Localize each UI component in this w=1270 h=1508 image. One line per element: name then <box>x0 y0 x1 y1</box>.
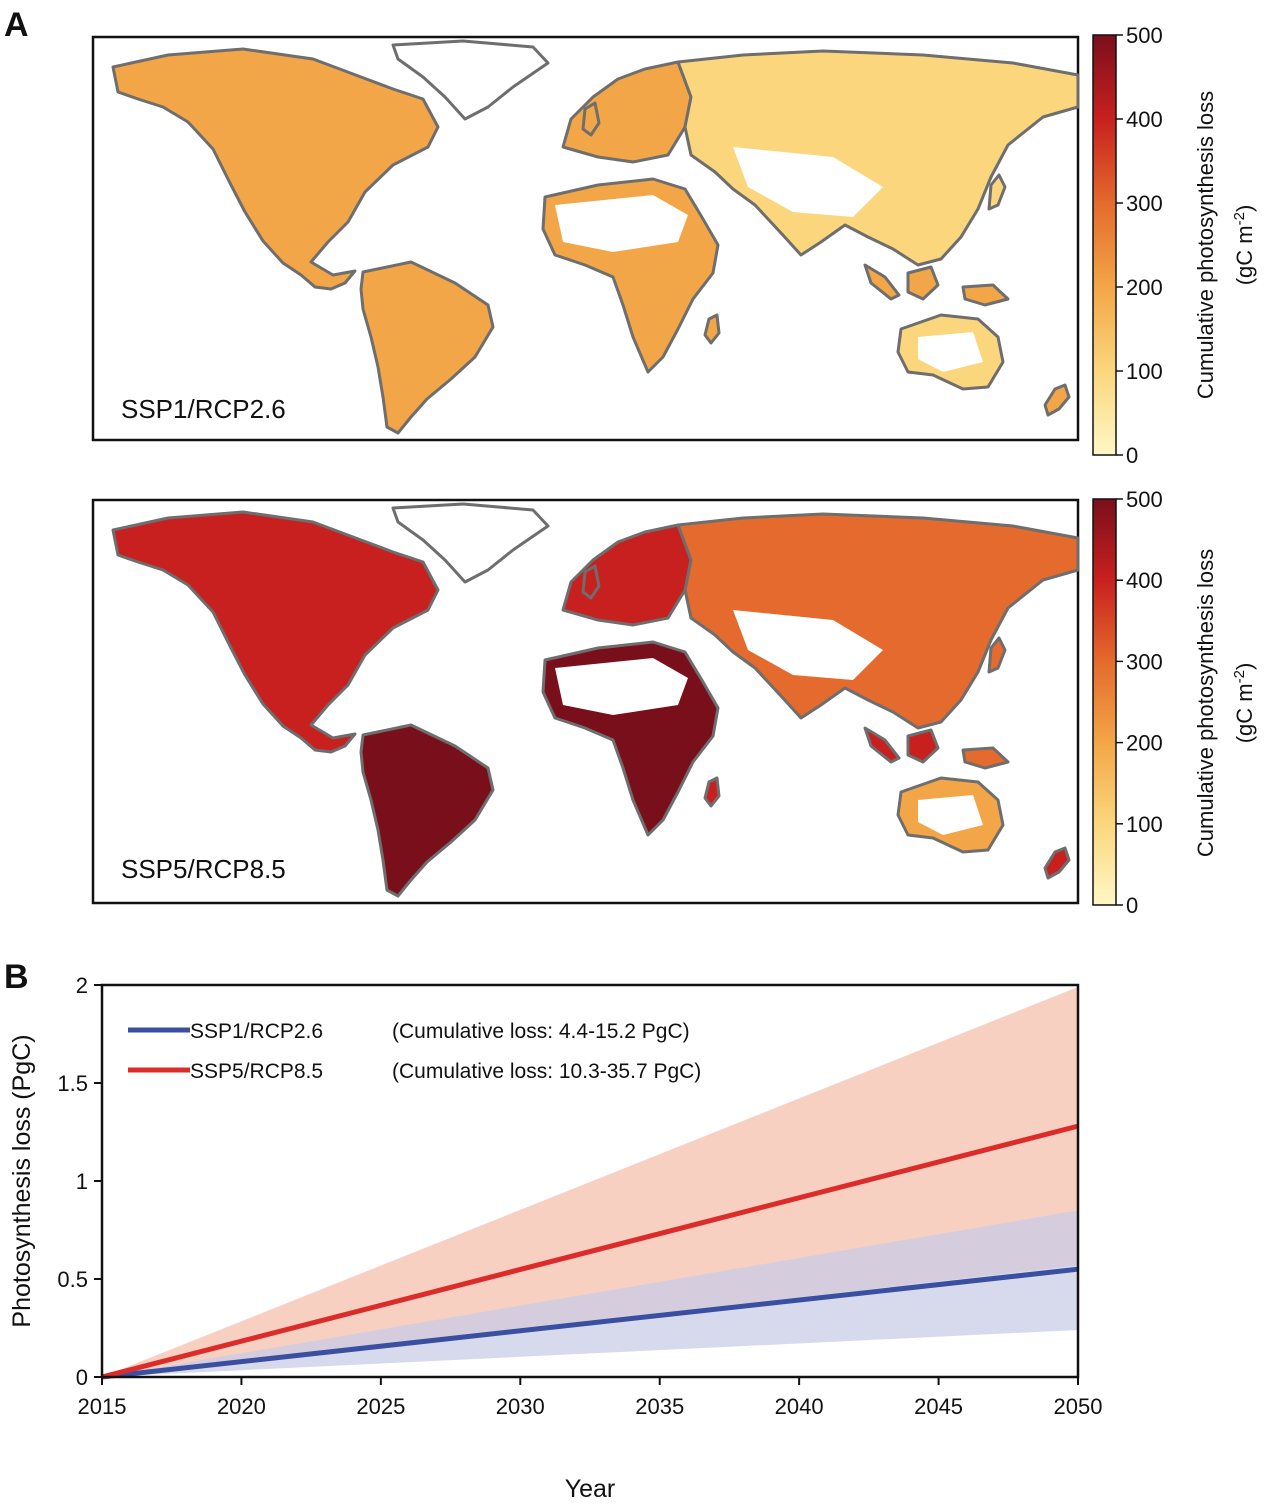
map-ssp1: SSP1/RCP2.6 <box>91 35 1080 442</box>
barren-region <box>733 147 883 217</box>
x-axis-ticks: 2015 2020 2025 2030 2035 2040 2045 2050 <box>78 1377 1103 1419</box>
panel-b-letter: B <box>4 958 29 996</box>
colorbar-tick-label: 500 <box>1126 23 1163 48</box>
uncertainty-bands <box>102 986 1078 1377</box>
series-lines <box>101 1123 1079 1380</box>
colorbar-bar <box>1092 34 1117 456</box>
scenario-label-ssp5: SSP5/RCP8.5 <box>121 854 286 884</box>
colorbar-tick-label: 0 <box>1126 443 1138 468</box>
land-asia <box>676 512 1080 730</box>
colorbar-tick-label: 500 <box>1126 487 1163 512</box>
x-tick-label: 2045 <box>914 1394 963 1419</box>
land-new-zealand <box>1043 846 1071 880</box>
barren-region <box>918 332 983 372</box>
colorbar-tick-label: 300 <box>1126 191 1163 216</box>
land-borneo <box>906 265 940 301</box>
y-tick-label: 1.5 <box>57 1071 88 1096</box>
land-greenland <box>391 39 550 121</box>
map-ssp1-fill <box>111 39 1080 435</box>
legend-annotation: (Cumulative loss: 10.3-35.7 PgC) <box>392 1060 701 1083</box>
colorbar-ssp5-title: Cumulative photosynthesis loss (gC m-2) <box>1193 549 1257 857</box>
x-tick-label: 2025 <box>356 1394 405 1419</box>
colorbar-tick-label: 0 <box>1126 893 1138 918</box>
legend-series-name: SSP1/RCP2.6 <box>190 1020 323 1043</box>
colorbar-ssp1: 0 100 200 300 400 500 <box>1092 23 1163 468</box>
x-tick-label: 2050 <box>1054 1394 1103 1419</box>
land-japan <box>987 636 1007 674</box>
y-tick-label: 1 <box>76 1169 88 1194</box>
colorbar-ssp1-title: Cumulative photosynthesis loss (gC m-2) <box>1193 91 1257 399</box>
barren-region <box>555 195 688 252</box>
colorbar-ticks: 0 100 200 300 400 500 <box>1116 23 1163 468</box>
land-borneo <box>906 728 940 764</box>
y-axis-title: Photosynthesis loss (PgC) <box>8 1034 36 1327</box>
land-madagascar <box>703 776 721 808</box>
x-tick-label: 2030 <box>496 1394 545 1419</box>
x-tick-label: 2020 <box>217 1394 266 1419</box>
land-new-guinea <box>961 283 1010 307</box>
land-sumatra <box>863 726 901 764</box>
map-ssp5: SSP5/RCP8.5 <box>91 498 1080 905</box>
colorbar-title-line2: (gC m-2) <box>1231 663 1257 744</box>
y-tick-label: 0.5 <box>57 1267 88 1292</box>
line-ssp1 <box>101 1266 1079 1380</box>
colorbar-title-line2: (gC m-2) <box>1231 205 1257 286</box>
land-north-america <box>111 47 440 291</box>
y-axis-ticks: 0 0.5 1 1.5 2 <box>57 973 102 1390</box>
land-new-zealand <box>1043 383 1071 417</box>
colorbar-tick-label: 200 <box>1126 731 1163 756</box>
land-south-america <box>359 723 495 898</box>
legend-series-name: SSP5/RCP8.5 <box>190 1060 323 1083</box>
x-tick-label: 2040 <box>775 1394 824 1419</box>
x-axis-title: Year <box>565 1475 616 1503</box>
land-britain <box>581 564 601 600</box>
line-ssp5 <box>101 1123 1079 1380</box>
land-north-america <box>111 510 440 754</box>
land-greenland <box>391 502 550 584</box>
land-japan <box>987 173 1007 211</box>
x-tick-label: 2035 <box>635 1394 684 1419</box>
land-new-guinea <box>961 746 1010 770</box>
legend: SSP1/RCP2.6 (Cumulative loss: 4.4-15.2 Pg… <box>128 1020 701 1083</box>
x-tick-label: 2015 <box>78 1394 127 1419</box>
land-madagascar <box>703 313 721 345</box>
colorbar-tick-label: 200 <box>1126 275 1163 300</box>
colorbar-title-line1: Cumulative photosynthesis loss <box>1193 549 1218 857</box>
line-chart: 2015 2020 2025 2030 2035 2040 2045 2050 0 0.5 1 1.… <box>8 973 1102 1503</box>
colorbar-tick-label: 400 <box>1126 107 1163 132</box>
colorbar-ticks: 0 100 200 300 400 500 <box>1116 487 1163 918</box>
colorbar-title-line1: Cumulative photosynthesis loss <box>1193 91 1218 399</box>
barren-region <box>555 658 688 715</box>
legend-annotation: (Cumulative loss: 4.4-15.2 PgC) <box>392 1020 690 1043</box>
land-britain <box>581 101 601 137</box>
panel-a-letter: A <box>4 6 29 44</box>
barren-region <box>918 795 983 835</box>
colorbar-tick-label: 100 <box>1126 812 1163 837</box>
colorbar-tick-label: 100 <box>1126 359 1163 384</box>
y-tick-label: 2 <box>76 973 88 998</box>
land-south-america <box>359 260 495 435</box>
colorbar-tick-label: 300 <box>1126 649 1163 674</box>
barren-region <box>733 610 883 680</box>
colorbar-bar <box>1092 498 1117 906</box>
colorbar-tick-label: 400 <box>1126 568 1163 593</box>
map-ssp5-fill <box>111 502 1080 898</box>
scenario-label-ssp1: SSP1/RCP2.6 <box>121 394 286 424</box>
band-ssp1 <box>102 1210 1078 1377</box>
colorbar-ssp5: 0 100 200 300 400 500 <box>1092 487 1163 918</box>
land-sumatra <box>863 263 901 301</box>
y-tick-label: 0 <box>76 1365 88 1390</box>
land-asia <box>676 49 1080 267</box>
